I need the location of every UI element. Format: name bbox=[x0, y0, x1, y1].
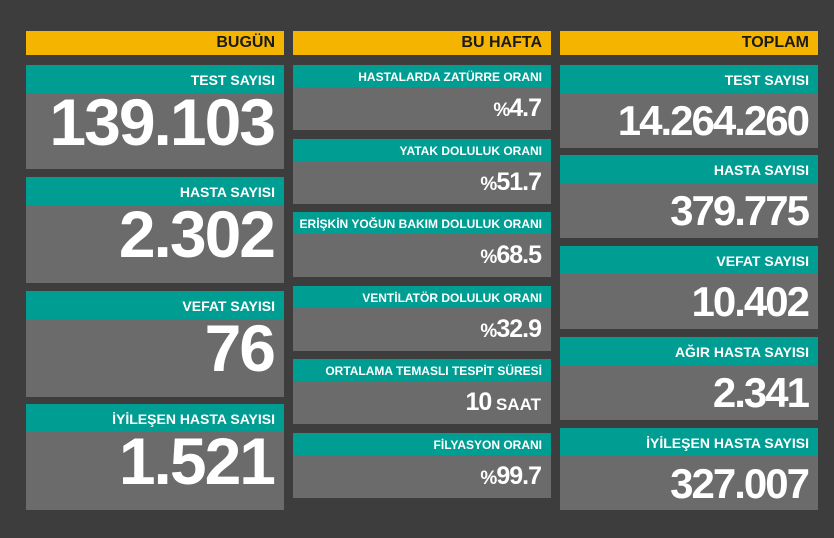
week-contact-label: ORTALAMA TEMASLI TESPİT SÜRESİ bbox=[293, 359, 551, 381]
total-critical-value: 2.341 bbox=[712, 369, 810, 416]
week-ventilator-card: VENTİLATÖR DOLULUK ORANI %32.9 bbox=[293, 286, 551, 351]
header-total: TOPLAM bbox=[560, 31, 818, 55]
total-cases-card: HASTA SAYISI 379.775 bbox=[560, 155, 818, 238]
total-critical-card: AĞIR HASTA SAYISI 2.341 bbox=[560, 337, 818, 420]
total-deaths-label: VEFAT SAYISI bbox=[560, 246, 818, 274]
week-icu-number: 68.5 bbox=[496, 241, 542, 269]
week-contact-unit: SAAT bbox=[491, 395, 541, 414]
total-recovered-label: İYİLEŞEN HASTA SAYISI bbox=[560, 428, 818, 456]
week-filiation-label: FİLYASYON ORANI bbox=[293, 433, 551, 455]
percent-sign: % bbox=[493, 100, 510, 121]
total-test-card: TEST SAYISI 14.264.260 bbox=[560, 65, 818, 148]
header-today: BUGÜN bbox=[26, 31, 284, 55]
week-bed-label: YATAK DOLULUK ORANI bbox=[293, 139, 551, 161]
week-ventilator-number: 32.9 bbox=[496, 315, 542, 343]
today-deaths-label: VEFAT SAYISI bbox=[26, 291, 284, 319]
total-deaths-card: VEFAT SAYISI 10.402 bbox=[560, 246, 818, 329]
total-critical-label: AĞIR HASTA SAYISI bbox=[560, 337, 818, 365]
week-bed-card: YATAK DOLULUK ORANI %51.7 bbox=[293, 139, 551, 204]
week-contact-card: ORTALAMA TEMASLI TESPİT SÜRESİ 10 SAAT bbox=[293, 359, 551, 424]
week-pneumonia-number: 4.7 bbox=[509, 94, 542, 122]
today-test-label: TEST SAYISI bbox=[26, 65, 284, 93]
total-recovered-value: 327.007 bbox=[670, 460, 810, 507]
week-filiation-card: FİLYASYON ORANI %99.7 bbox=[293, 433, 551, 498]
header-week: BU HAFTA bbox=[293, 31, 551, 55]
week-bed-number: 51.7 bbox=[496, 168, 542, 196]
percent-sign: % bbox=[480, 321, 497, 342]
week-filiation-value: %99.7 bbox=[293, 455, 551, 498]
week-icu-label: ERİŞKİN YOĞUN BAKIM DOLULUK ORANI bbox=[293, 212, 551, 234]
today-recovered-value: 1.521 bbox=[118, 424, 276, 498]
week-bed-value: %51.7 bbox=[293, 161, 551, 204]
total-cases-value: 379.775 bbox=[670, 187, 810, 234]
today-test-value: 139.103 bbox=[49, 85, 276, 159]
total-test-value: 14.264.260 bbox=[617, 97, 810, 144]
today-cases-label: HASTA SAYISI bbox=[26, 177, 284, 205]
today-deaths-value: 76 bbox=[204, 311, 276, 385]
week-filiation-number: 99.7 bbox=[496, 462, 542, 490]
total-cases-label: HASTA SAYISI bbox=[560, 155, 818, 183]
today-cases-value: 2.302 bbox=[118, 197, 276, 271]
today-deaths-card: VEFAT SAYISI 76 bbox=[26, 291, 284, 397]
week-ventilator-label: VENTİLATÖR DOLULUK ORANI bbox=[293, 286, 551, 308]
today-cases-card: HASTA SAYISI 2.302 bbox=[26, 177, 284, 283]
today-test-card: TEST SAYISI 139.103 bbox=[26, 65, 284, 169]
week-contact-number: 10 bbox=[465, 388, 492, 416]
today-recovered-card: İYİLEŞEN HASTA SAYISI 1.521 bbox=[26, 404, 284, 510]
percent-sign: % bbox=[480, 468, 497, 489]
total-deaths-value: 10.402 bbox=[691, 278, 810, 325]
today-recovered-label: İYİLEŞEN HASTA SAYISI bbox=[26, 404, 284, 432]
week-contact-value: 10 SAAT bbox=[293, 381, 551, 424]
week-icu-value: %68.5 bbox=[293, 234, 551, 277]
week-pneumonia-value: %4.7 bbox=[293, 87, 551, 130]
week-ventilator-value: %32.9 bbox=[293, 308, 551, 351]
total-recovered-card: İYİLEŞEN HASTA SAYISI 327.007 bbox=[560, 428, 818, 510]
week-pneumonia-card: HASTALARDA ZATÜRRE ORANI %4.7 bbox=[293, 65, 551, 130]
week-icu-card: ERİŞKİN YOĞUN BAKIM DOLULUK ORANI %68.5 bbox=[293, 212, 551, 277]
total-test-label: TEST SAYISI bbox=[560, 65, 818, 93]
percent-sign: % bbox=[480, 247, 497, 268]
week-pneumonia-label: HASTALARDA ZATÜRRE ORANI bbox=[293, 65, 551, 87]
percent-sign: % bbox=[480, 174, 497, 195]
